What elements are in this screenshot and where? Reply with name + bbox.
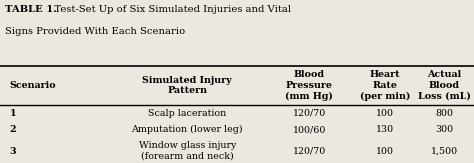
Text: 1,500: 1,500	[431, 147, 458, 156]
Text: Test-Set Up of Six Simulated Injuries and Vital: Test-Set Up of Six Simulated Injuries an…	[45, 5, 291, 14]
Text: Actual
Blood
Loss (mL): Actual Blood Loss (mL)	[418, 70, 471, 101]
Text: Amputation (lower leg): Amputation (lower leg)	[131, 125, 243, 134]
Text: Simulated Injury
Pattern: Simulated Injury Pattern	[142, 76, 232, 96]
Text: Signs Provided With Each Scenario: Signs Provided With Each Scenario	[5, 27, 185, 36]
Text: 100: 100	[376, 109, 394, 118]
Text: 3: 3	[9, 147, 16, 156]
Text: Scenario: Scenario	[9, 81, 56, 90]
Text: 800: 800	[436, 109, 453, 118]
Text: 120/70: 120/70	[292, 147, 326, 156]
Text: 300: 300	[435, 125, 454, 134]
Text: 2: 2	[9, 125, 16, 134]
Text: 100/60: 100/60	[292, 125, 326, 134]
Text: Heart
Rate
(per min): Heart Rate (per min)	[360, 70, 410, 101]
Text: 120/70: 120/70	[292, 109, 326, 118]
Text: Window glass injury
(forearm and neck): Window glass injury (forearm and neck)	[138, 141, 236, 161]
Text: 1: 1	[9, 109, 16, 118]
Text: Blood
Pressure
(mm Hg): Blood Pressure (mm Hg)	[285, 70, 333, 101]
Text: 130: 130	[376, 125, 394, 134]
Text: Scalp laceration: Scalp laceration	[148, 109, 227, 118]
Text: TABLE 1.: TABLE 1.	[5, 5, 56, 14]
Text: 100: 100	[376, 147, 394, 156]
